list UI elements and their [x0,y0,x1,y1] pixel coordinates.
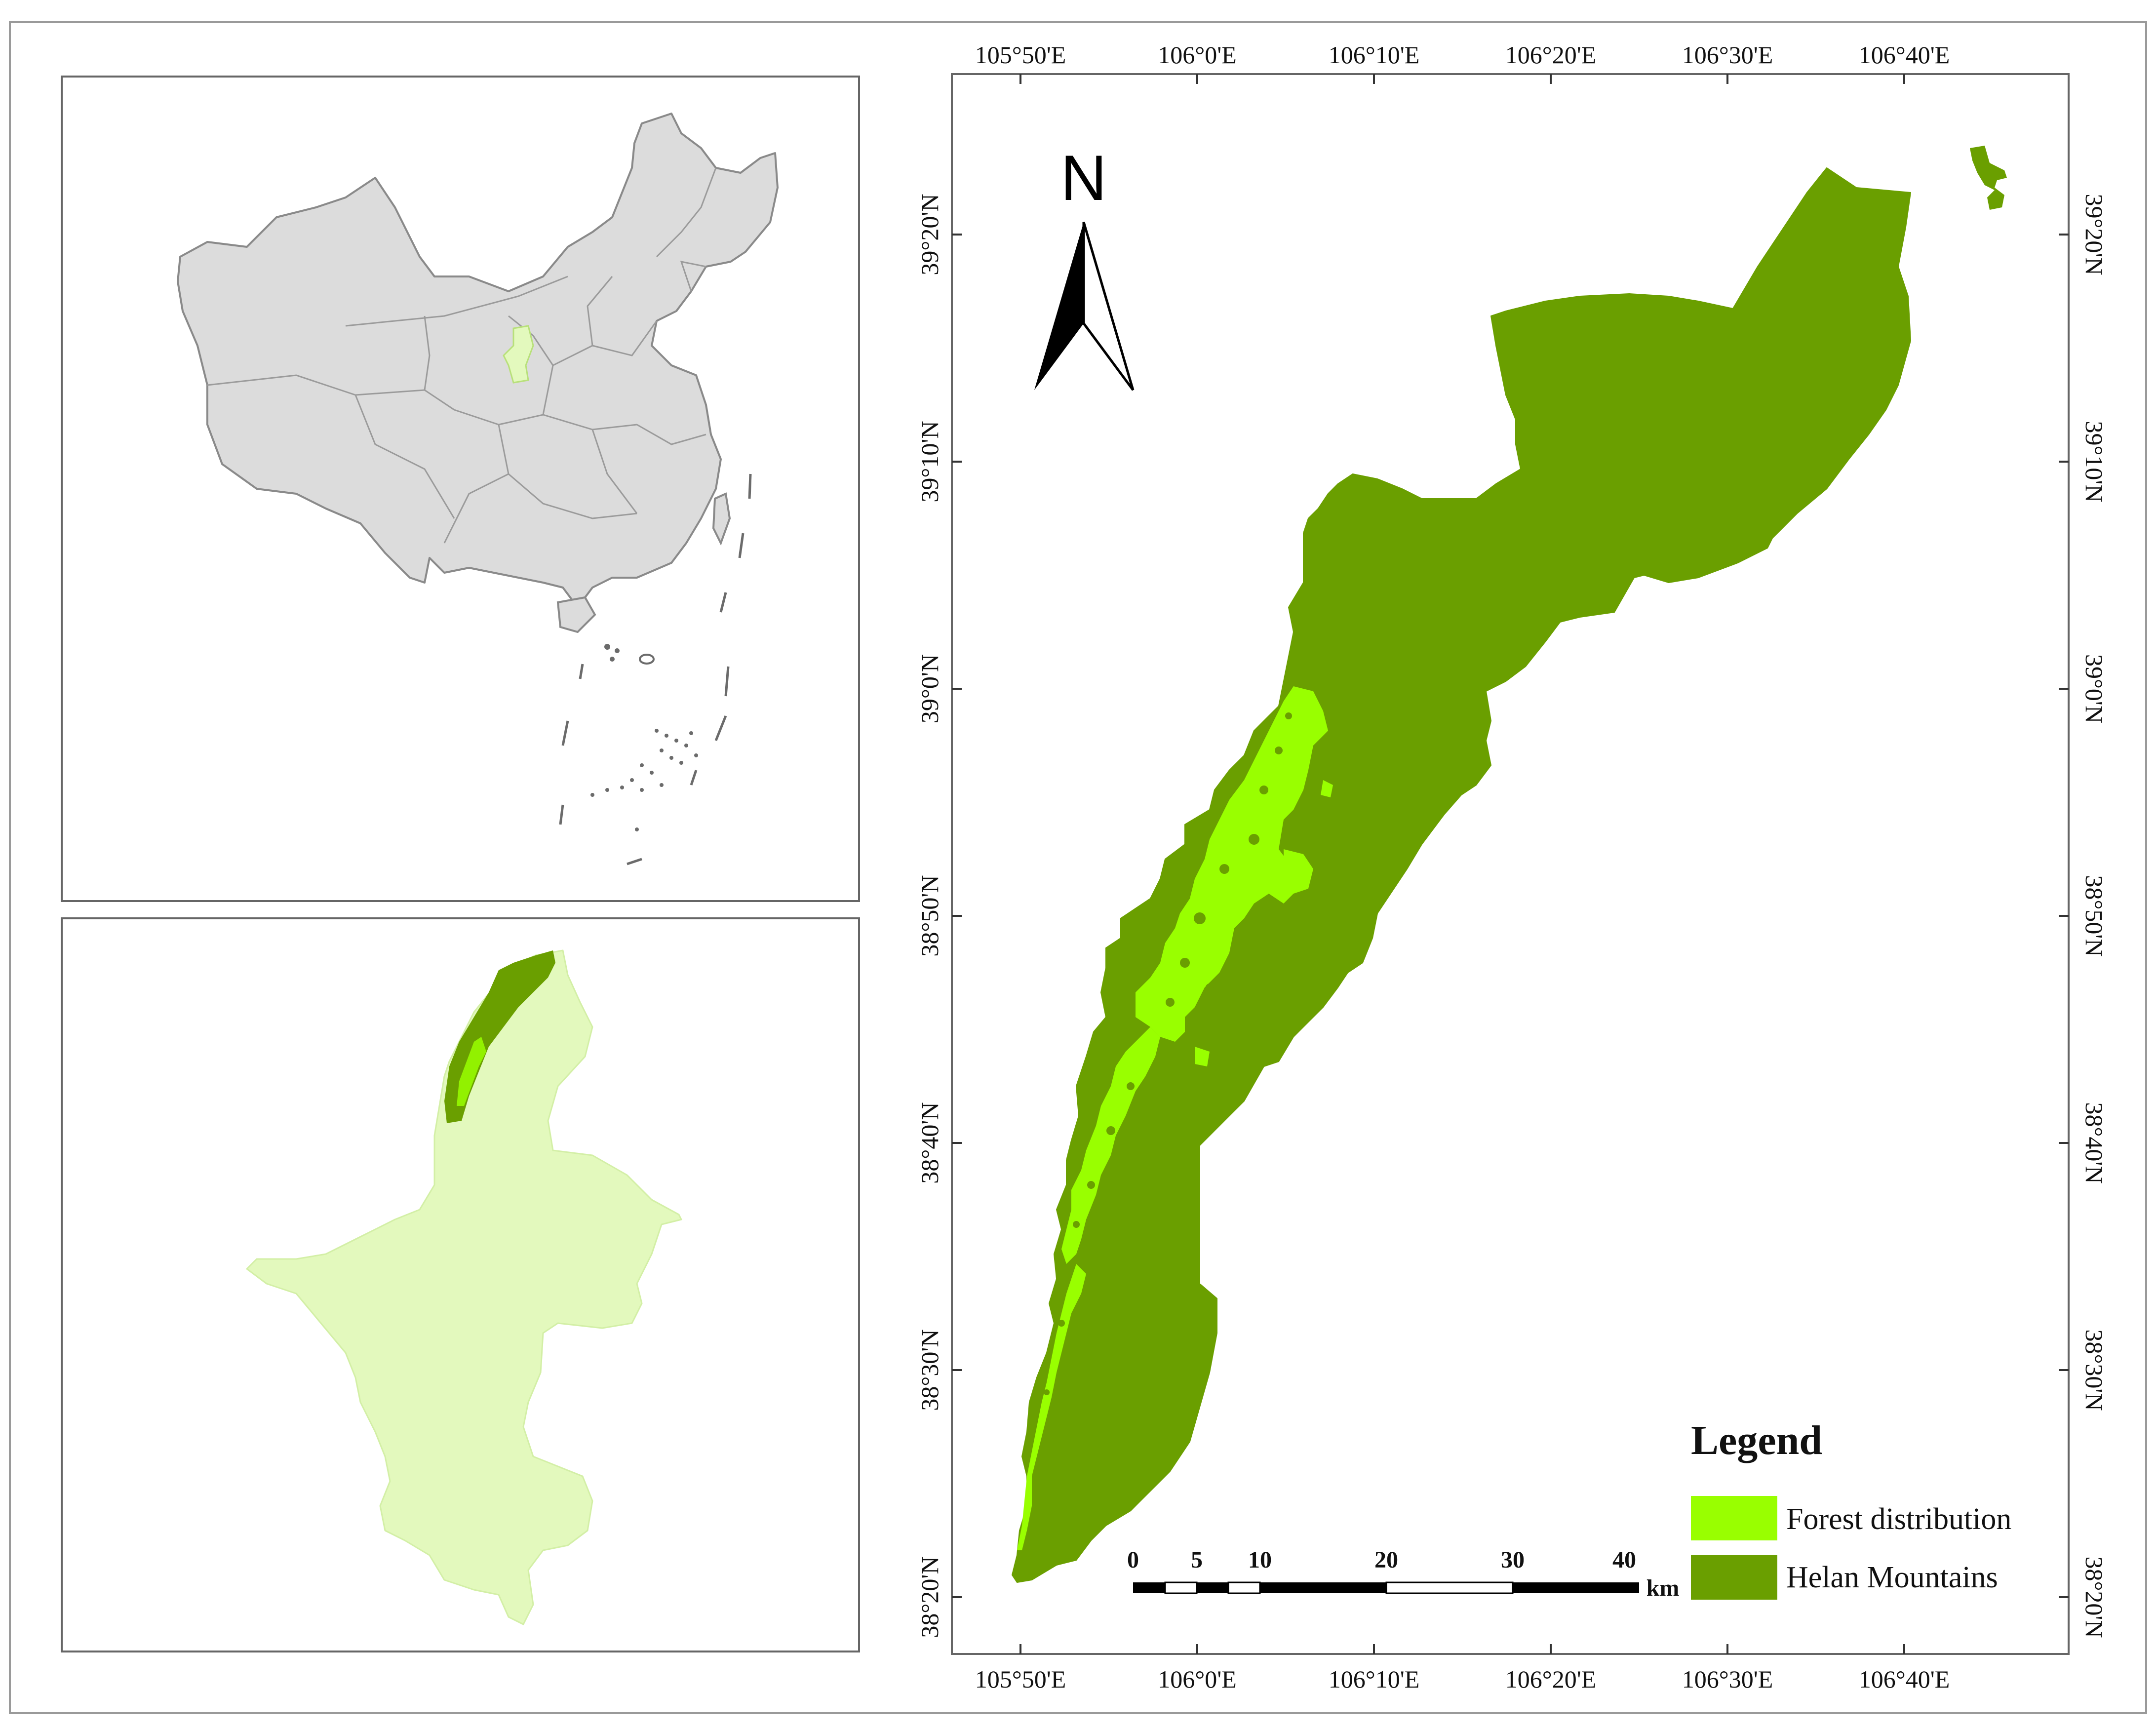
lon-label-bottom-6: 106°40'E [1859,1665,1950,1693]
scale-segment-4 [1227,1581,1261,1594]
scale-tick-30: 30 [1501,1547,1525,1573]
graticule-ticks [952,74,2069,1654]
lat-label-right-7: 38°20'N [2080,1556,2108,1638]
lon-label-bottom-4: 106°20'E [1505,1665,1597,1693]
legend-title: Legend [1691,1417,1822,1463]
lat-label-right-3: 39°0'N [2080,654,2108,723]
south-china-sea-dashes [559,473,752,865]
lon-label-top-1: 105°50'E [975,41,1066,69]
forest-patch-small-2 [1195,1047,1210,1066]
forest-patch-small-1 [1321,780,1333,797]
main-map-panel: 105°50'E 106°0'E 106°10'E 106°20'E 106°3… [916,41,2108,1693]
hainan-island [556,596,596,633]
scale-segment-5 [1260,1582,1386,1593]
lon-label-bottom-3: 106°10'E [1329,1665,1420,1693]
scale-tick-10: 10 [1248,1547,1272,1573]
north-arrow-label: N [1060,142,1107,214]
scale-segment-6 [1385,1581,1514,1594]
lat-label-right-2: 39°10'N [2080,421,2108,502]
forest-inset [457,1037,486,1106]
lon-label-bottom-1: 105°50'E [975,1665,1066,1693]
legend-label-helan: Helan Mountains [1786,1561,1998,1594]
legend-label-forest: Forest distribution [1786,1502,2011,1536]
forest-texture [1044,712,1292,1395]
north-arrow: N [1034,142,1135,391]
province-boundaries [207,167,717,544]
bottom-longitude-labels: 105°50'E 106°0'E 106°10'E 106°20'E 106°3… [975,1665,1950,1693]
north-arrow-left-half [1034,222,1084,390]
lat-label-right-5: 38°40'N [2080,1102,2108,1183]
china-overview-panel [61,76,860,902]
lon-label-top-3: 106°10'E [1329,41,1420,69]
lat-label-right-6: 38°30'N [2080,1329,2108,1411]
ningxia-province [246,949,682,1625]
lat-label-right-4: 38°50'N [2080,875,2108,956]
scale-segment-3 [1197,1582,1228,1593]
scale-segment-2 [1164,1581,1198,1594]
legend-swatch-helan [1691,1555,1777,1600]
scale-tick-0: 0 [1127,1547,1139,1573]
legend-swatch-forest [1691,1496,1777,1540]
forest-patch-south [1017,1264,1086,1550]
lat-label-left-6: 38°30'N [916,1329,943,1411]
scale-tick-20: 20 [1374,1547,1398,1573]
lat-label-left-3: 39°0'N [916,654,943,723]
lat-label-right-1: 39°20'N [2080,194,2108,275]
lon-label-top-4: 106°20'E [1505,41,1597,69]
scale-segment-7 [1513,1582,1639,1593]
scale-bar: 0 5 10 20 30 40 km [1127,1547,1679,1601]
lat-label-left-5: 38°40'N [916,1102,943,1183]
lon-label-top-2: 106°0'E [1158,41,1237,69]
taiwan-island [712,492,731,546]
left-latitude-labels: 39°20'N 39°10'N 39°0'N 38°50'N 38°40'N 3… [916,194,943,1638]
top-longitude-labels: 105°50'E 106°0'E 106°10'E 106°20'E 106°3… [975,41,1950,69]
lon-label-top-5: 106°30'E [1682,41,1773,69]
figure-border [9,21,2147,1714]
helan-mountains-area [1012,167,1911,1583]
helan-mountains-exclave [1970,146,2007,210]
forest-patch-central [1061,1027,1160,1264]
ningxia-panel [61,917,860,1652]
scale-segment-1 [1133,1582,1165,1593]
ningxia-highlight [503,325,534,384]
lon-label-bottom-2: 106°0'E [1158,1665,1237,1693]
china-landmass [177,113,779,608]
forest-distribution-patches [1017,686,1333,1550]
forest-patch-north [1136,686,1328,1042]
scale-unit: km [1646,1575,1680,1601]
scale-tick-5: 5 [1191,1547,1203,1573]
right-latitude-labels: 39°20'N 39°10'N 39°0'N 38°50'N 38°40'N 3… [2080,194,2108,1638]
lat-label-left-1: 39°20'N [916,194,943,275]
legend: Legend Forest distribution Helan Mountai… [1691,1417,2011,1600]
lat-label-left-4: 38°50'N [916,875,943,956]
lon-label-bottom-5: 106°30'E [1682,1665,1773,1693]
forest-patch-east [1284,849,1313,894]
lon-label-top-6: 106°40'E [1859,41,1950,69]
north-arrow-right-half [1082,222,1135,391]
scale-tick-40: 40 [1612,1547,1636,1573]
lat-label-left-2: 39°10'N [916,421,943,502]
south-china-sea-islands [590,644,698,831]
lat-label-left-7: 38°20'N [916,1556,943,1638]
